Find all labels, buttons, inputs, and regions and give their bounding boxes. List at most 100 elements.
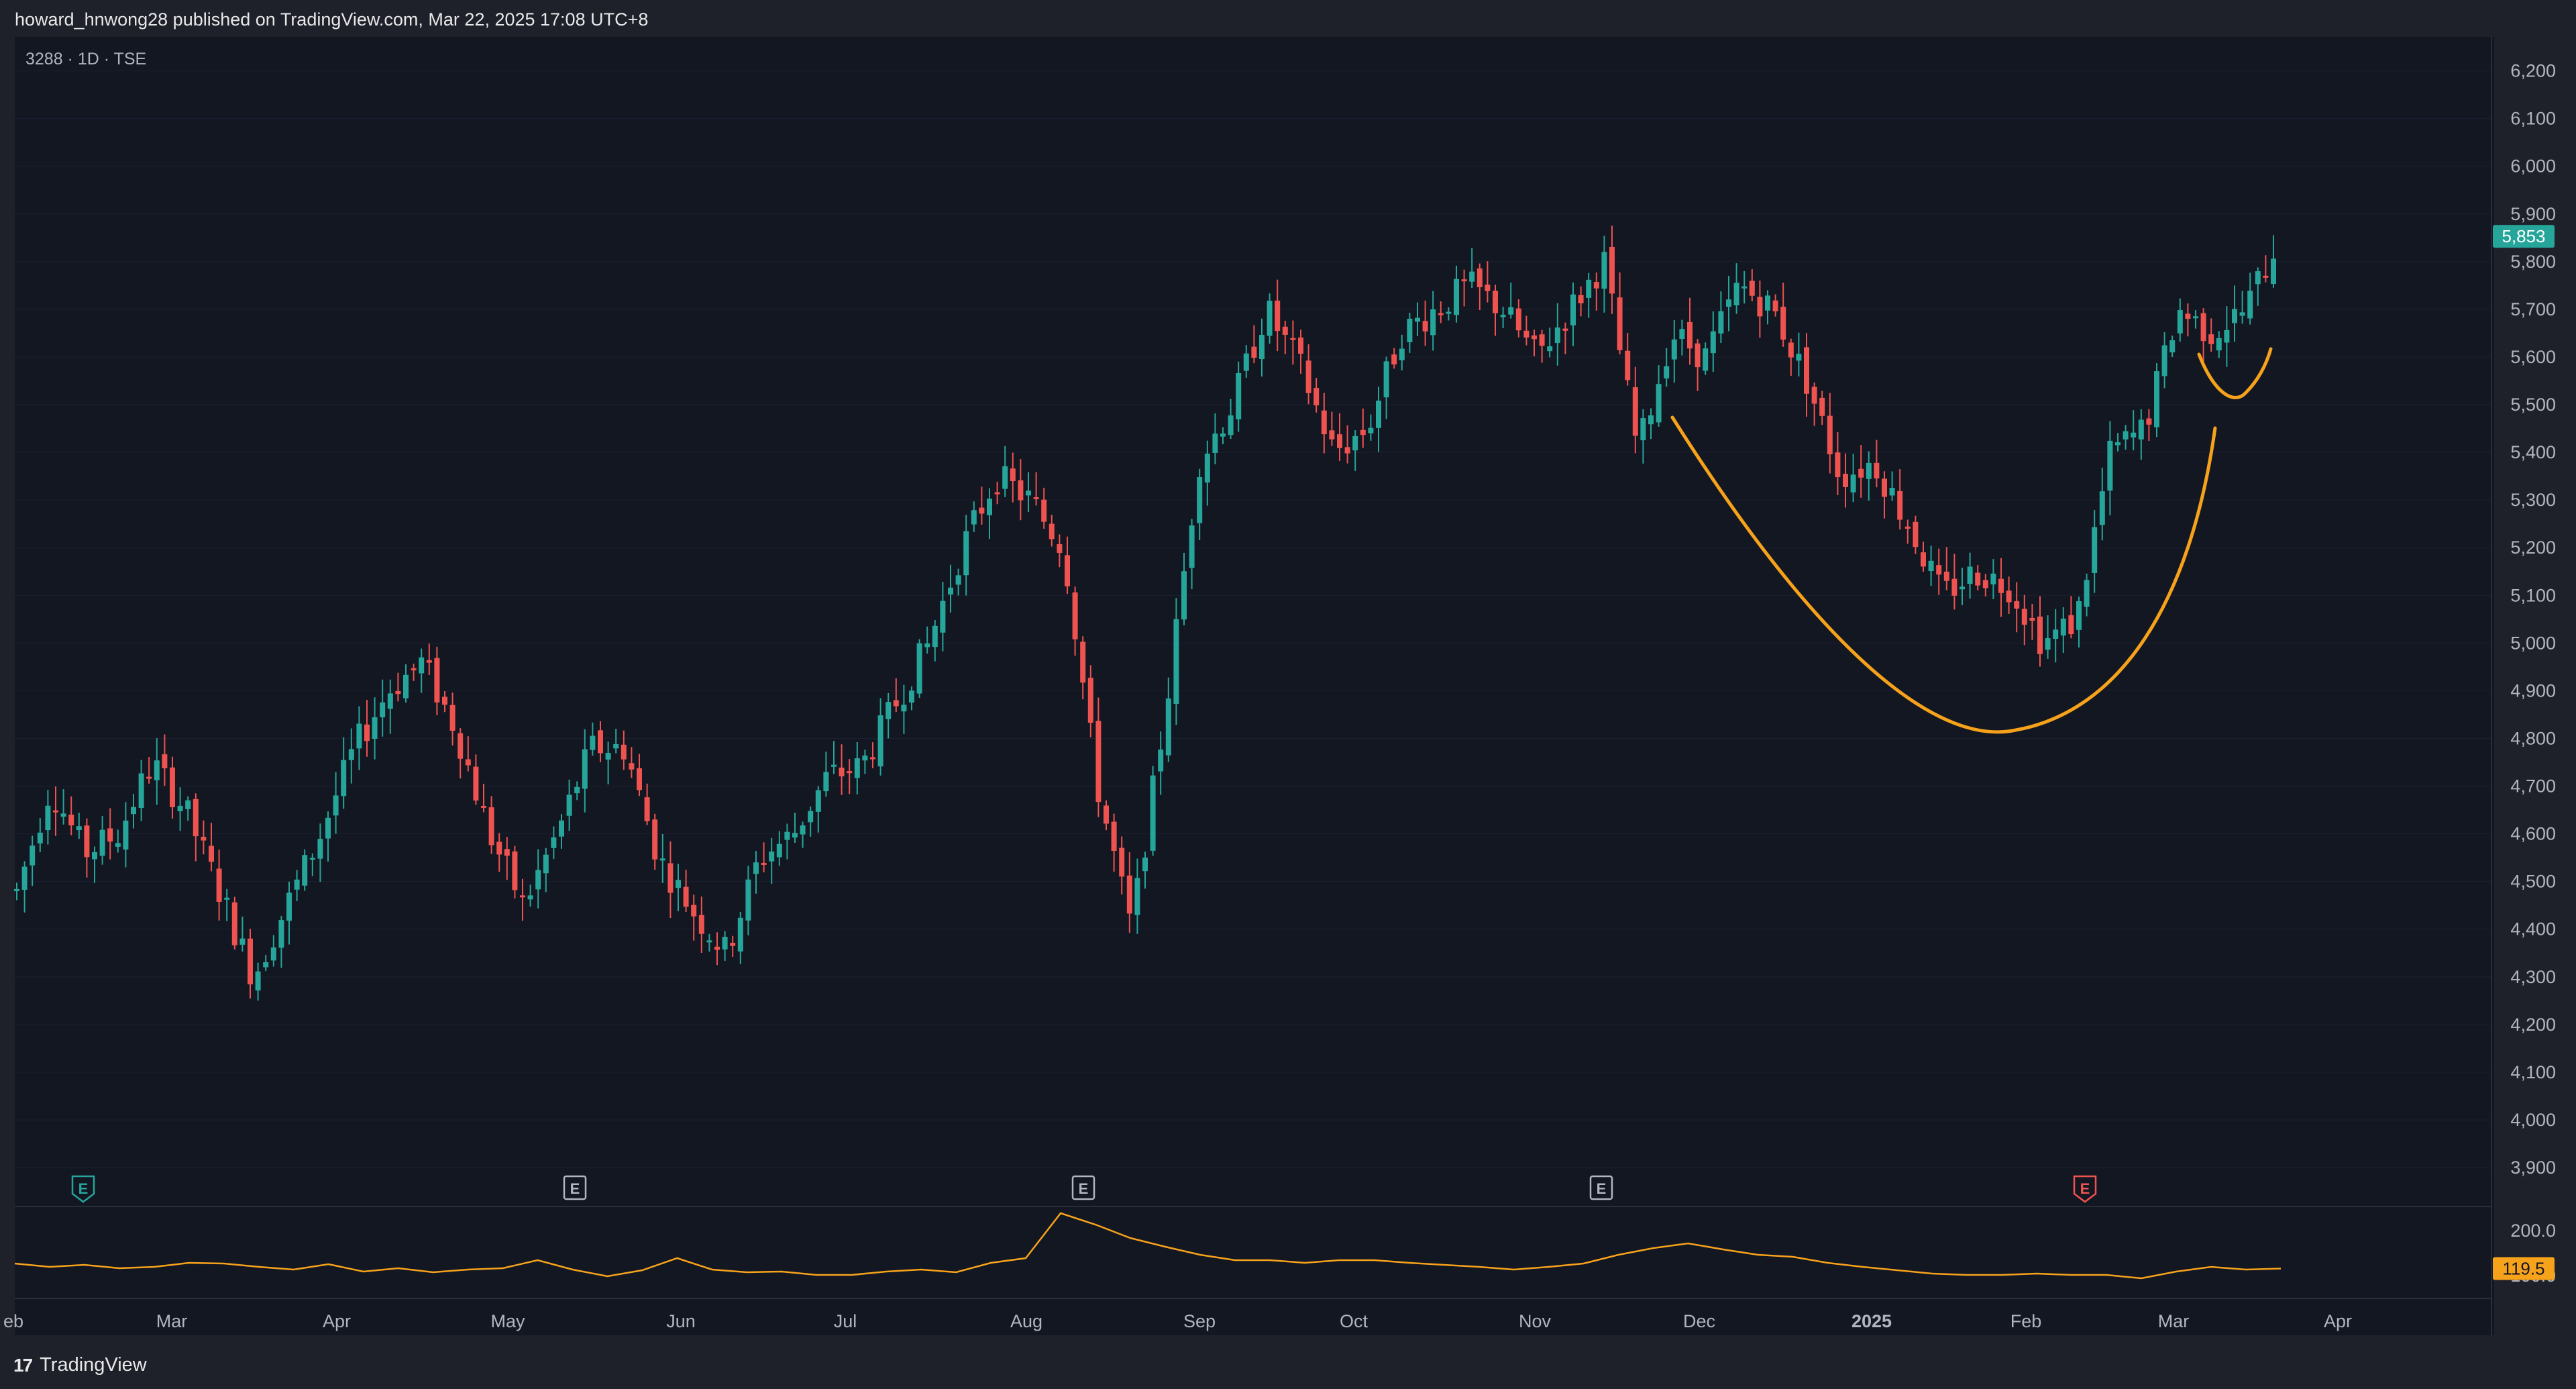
candle — [676, 864, 681, 912]
volume-last-badge — [2493, 1257, 2555, 1280]
candle — [216, 850, 222, 921]
candle — [543, 847, 549, 892]
candle — [1882, 471, 1887, 519]
last-price-label: 5,853 — [2502, 226, 2545, 246]
candle — [2216, 331, 2222, 358]
candle — [411, 664, 417, 681]
chart-pane[interactable] — [15, 37, 2494, 1335]
candle — [745, 866, 751, 936]
candle — [123, 802, 129, 868]
candle — [621, 730, 627, 770]
candle — [590, 722, 596, 756]
time-tick-label: Mar — [156, 1311, 188, 1331]
candle — [629, 747, 635, 778]
candle — [769, 837, 775, 884]
candle — [442, 690, 447, 713]
earnings-event-marker[interactable]: E — [2073, 1175, 2097, 1203]
candle — [1290, 320, 1296, 365]
candle — [714, 932, 720, 966]
candle — [2138, 409, 2144, 460]
candle — [1267, 293, 1273, 344]
candle — [1547, 327, 1553, 358]
time-tick-label: Apr — [2324, 1311, 2352, 1331]
price-tick-label: 6,100 — [2510, 109, 2556, 129]
candle — [2239, 291, 2245, 324]
time-tick-label: Aug — [1010, 1311, 1042, 1331]
price-tick-label: 5,500 — [2510, 395, 2556, 415]
candle — [239, 917, 246, 952]
candle — [364, 699, 370, 757]
price-tick-label: 4,200 — [2510, 1015, 2556, 1035]
candle — [1975, 564, 1981, 590]
earnings-event-marker[interactable]: E — [71, 1175, 95, 1203]
candle — [481, 784, 486, 813]
candle — [1158, 731, 1164, 795]
annotations — [1670, 347, 2273, 734]
candle — [2255, 267, 2261, 306]
candle — [170, 756, 175, 819]
candle — [1446, 307, 1452, 321]
candle — [1741, 270, 1748, 304]
candle — [248, 929, 253, 999]
tradingview-logo[interactable]: 17 TradingView — [13, 1354, 147, 1376]
candle — [1477, 263, 1483, 311]
candle — [1562, 322, 1568, 355]
candle — [2084, 573, 2090, 617]
candle — [449, 692, 455, 746]
candle — [808, 807, 814, 837]
last-price-badge — [2493, 225, 2555, 248]
candle — [1422, 301, 1428, 346]
candle — [53, 786, 58, 836]
candle — [1337, 413, 1342, 461]
candle — [263, 955, 269, 972]
candle — [932, 620, 938, 662]
price-tick-label: 4,900 — [2510, 680, 2556, 701]
candle — [535, 849, 541, 909]
published-by-text: howard_hnwong28 published on TradingView… — [15, 9, 649, 30]
price-axis: 3,900 4,000 4,100 4,200 4,300 4,400 4,500 4,600… — [2493, 61, 2556, 1178]
candle — [1733, 263, 1739, 314]
candle — [185, 796, 191, 821]
volume-axis-label: 200.0 — [2510, 1221, 2556, 1241]
candle — [1904, 519, 1911, 544]
candle — [885, 692, 892, 739]
candle — [1749, 269, 1755, 302]
candle — [1703, 342, 1709, 375]
price-tick-label: 3,900 — [2510, 1158, 2556, 1178]
candle — [60, 789, 66, 825]
candle — [551, 826, 557, 860]
candle — [341, 737, 347, 809]
candle — [84, 818, 90, 878]
candle — [909, 686, 914, 711]
candle — [1726, 276, 1731, 331]
earnings-event-marker[interactable]: E — [1071, 1175, 1095, 1200]
candle — [1329, 411, 1335, 446]
candle — [1827, 393, 1833, 474]
candle — [1998, 558, 2004, 617]
candle — [574, 781, 580, 801]
candle — [667, 841, 674, 919]
candle — [45, 790, 51, 845]
volume-last-label: 119.5 — [2502, 1259, 2544, 1279]
candle — [1819, 391, 1825, 425]
candle — [815, 786, 821, 833]
price-tick-label: 5,200 — [2510, 537, 2556, 558]
candle — [2037, 596, 2043, 667]
candle — [2146, 409, 2152, 441]
candle — [971, 501, 977, 532]
earnings-event-marker[interactable]: E — [563, 1175, 587, 1200]
candle — [1321, 393, 1327, 454]
candle — [387, 679, 393, 734]
candle — [473, 754, 479, 805]
candle — [1811, 382, 1817, 426]
candle — [115, 829, 121, 853]
candle — [1204, 440, 1210, 506]
candle — [2099, 467, 2105, 541]
candle — [527, 884, 533, 907]
earnings-event-marker[interactable]: E — [1589, 1175, 1613, 1200]
candle — [1586, 272, 1592, 318]
candle — [613, 729, 619, 754]
candle — [987, 488, 992, 539]
candle — [1142, 852, 1148, 889]
